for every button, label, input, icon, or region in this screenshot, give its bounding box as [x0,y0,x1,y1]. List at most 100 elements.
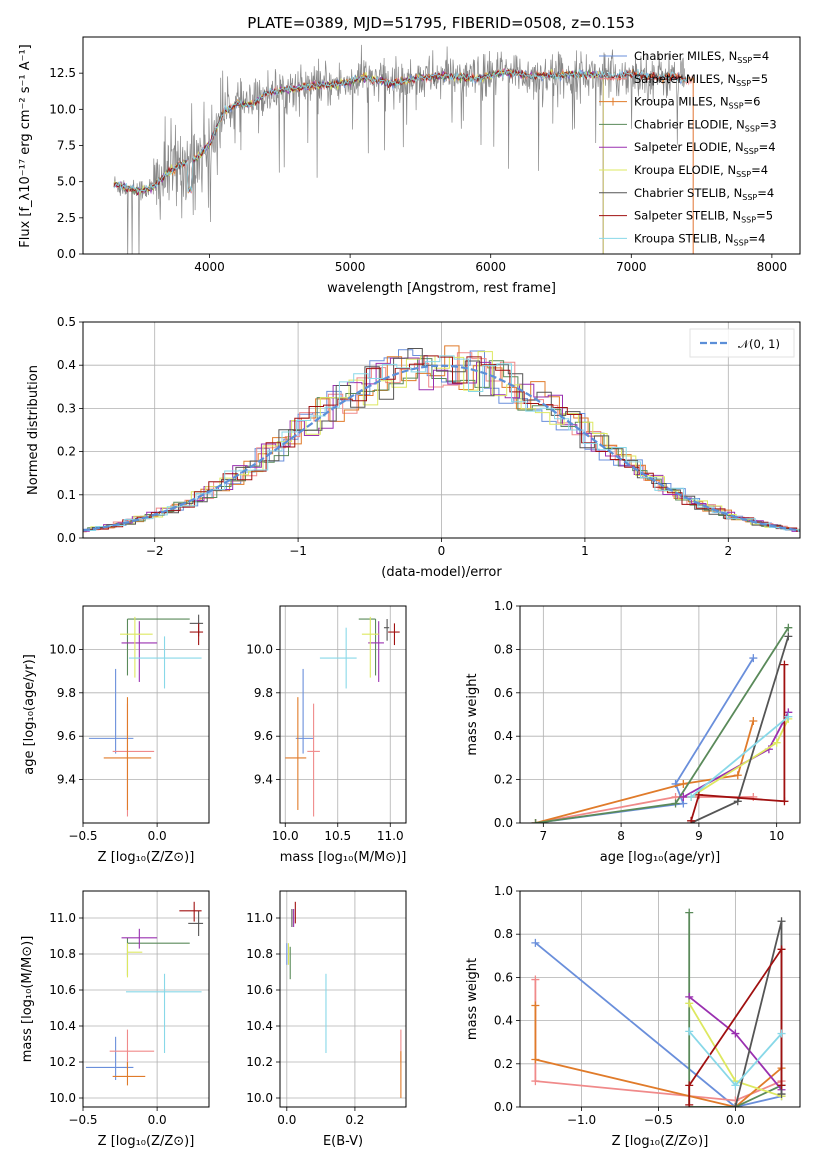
x-tick-label: −0.5 [644,1113,673,1127]
errorbar-chabrier-miles [88,668,134,754]
legend: Chabrier MILES, NSSP=4 Salpeter MILES, NS… [599,49,777,247]
y-tick-label: 0.0 [494,816,513,830]
x-axis-label: Z [log₁₀(Z/Z⊙)] [612,1134,709,1149]
x-tick-label: 7000 [616,260,647,274]
legend-label: Salpeter ELODIE, NSSP=4 [634,140,776,156]
point-marker [685,908,694,917]
x-axis-label: mass [log₁₀(M/M⊙)] [280,850,407,865]
point-marker [531,975,540,984]
point-marker [777,1090,786,1099]
errorbar-salpeter-miles [112,703,155,817]
x-axis-label: (data-model)/error [381,565,502,580]
x-tick-label: −0.5 [68,829,97,843]
x-axis-label: E(B-V) [323,1134,363,1149]
model-line-kroupa-stelib [113,68,688,194]
series-chabrier-miles [531,654,758,823]
x-tick-label: 0.0 [148,1113,167,1127]
point-marker [671,799,680,808]
point-marker [749,717,758,726]
errorbar-kroupa-elodie [361,616,379,678]
y-tick-label: 10.6 [49,983,76,997]
y-tick-label: 10.8 [49,947,76,961]
y-tick-label: 10.2 [49,1055,76,1069]
y-tick-label: 0.4 [494,729,513,743]
y-tick-label: 9.6 [57,729,76,743]
y-tick-label: 11.0 [49,911,76,925]
x-axis-label: wavelength [Angstrom, rest frame] [327,281,556,296]
plot-area [286,901,402,1098]
y-tick-label: 0.8 [494,927,513,941]
errorbar-kroupa-stelib [125,973,202,1053]
errorbar-kroupa-miles [112,1062,146,1086]
series-salpeter-elodie [679,708,793,801]
y-axis-label: mass [log₁₀(M/M⊙)] [20,936,35,1063]
panel-massweight_vs_age: 7 8 9 10 0.0 0.2 0.4 0.6 0.8 1.0 age [log₁₀(age/yr… [465,599,801,865]
y-tick-label: 11.0 [246,911,273,925]
x-tick-label: 0.0 [277,1113,296,1127]
legend-box [689,328,795,358]
series-line [688,912,782,1107]
y-tick-label: 9.8 [57,686,76,700]
point-marker [780,797,789,806]
hist-kroupa-stelib [83,355,800,532]
errorbar-chabrier-elodie [126,618,190,676]
plot-area [531,623,793,823]
errorbar-salpeter-elodie [121,928,158,949]
errorbar-kroupa-stelib [319,627,357,689]
y-axis-label: Flux [f_λ10⁻¹⁷ erg cm⁻² s⁻¹ A⁻¹] [18,44,33,248]
point-marker [772,738,781,747]
hist-salpeter-stelib [83,355,800,532]
y-tick-label: 0.2 [57,445,76,459]
series-kroupa-miles [531,717,758,823]
y-tick-label: 1.0 [494,599,513,613]
x-tick-label: 5000 [335,260,366,274]
hist-salpeter-elodie [83,357,800,532]
errorbar-kroupa-miles [285,697,307,810]
series-line [534,942,782,1107]
errorbar-chabrier-miles [85,1036,134,1080]
series-chabrier-elodie [531,623,793,823]
y-tick-label: 10.0 [246,642,273,656]
series-line [535,627,790,823]
y-tick-label: 2.5 [57,211,76,225]
x-tick-label: 10 [769,829,784,843]
series-line [734,920,783,1107]
point-marker [694,790,703,799]
hist-kroupa-miles [83,345,800,533]
y-tick-label: 0.3 [57,401,76,415]
y-tick-label: 0.0 [57,531,76,545]
y-tick-label: 10.0 [49,642,76,656]
legend-label: Kroupa MILES, NSSP=6 [634,95,760,111]
plot-area [83,345,800,533]
errorbar-salpeter-elodie [121,621,158,682]
errorbar-salpeter-stelib [388,623,400,646]
series-line [690,664,786,822]
point-marker [687,816,696,823]
x-tick-label: 8000 [757,260,788,274]
y-tick-label: 9.4 [254,773,273,787]
plot-area [285,616,400,817]
series-salpeter-stelib [685,945,786,1107]
errorbar-kroupa-stelib [128,636,202,689]
errorbar-kroupa-elodie [126,943,143,978]
x-tick-label: −1.0 [567,1113,596,1127]
y-tick-label: 10.4 [246,1019,273,1033]
panel-mass_vs_ebv: 0.0 0.2 10.0 10.2 10.4 10.6 10.8 11.0 E(B-V) [246,890,407,1149]
x-tick-label: 0.0 [148,829,167,843]
y-tick-label: 10.2 [246,1055,273,1069]
y-tick-label: 10.4 [49,1019,76,1033]
series-salpeter-stelib [687,660,789,823]
errorbar-chabrier-miles [295,668,314,754]
series-line [535,657,755,823]
x-tick-label: 11.0 [377,829,404,843]
axes-frame [519,605,801,824]
point-marker [685,1100,694,1107]
x-tick-label: 10.0 [272,829,299,843]
errorbar-chabrier-elodie [358,618,377,676]
point-marker [780,660,789,669]
point-marker [731,1103,740,1107]
point-marker [749,654,758,663]
point-marker [685,999,694,1008]
x-tick-label: 6000 [475,260,506,274]
